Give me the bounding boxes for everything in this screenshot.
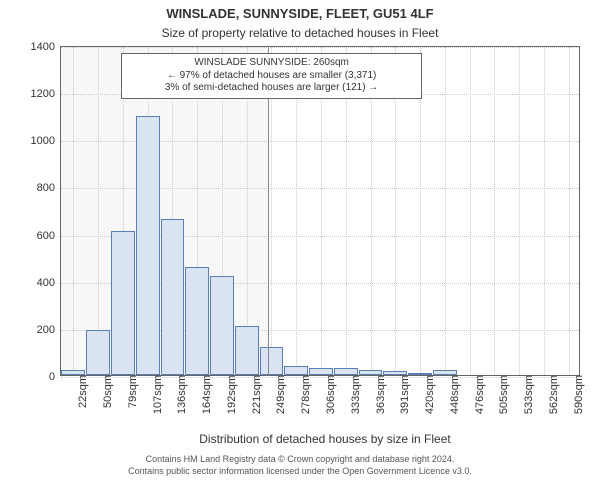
gridline-v: [569, 47, 570, 375]
x-tick-label: 136sqm: [176, 375, 188, 414]
x-tick-label: 50sqm: [102, 375, 114, 408]
x-tick-label: 79sqm: [127, 375, 139, 408]
x-tick-label: 107sqm: [152, 375, 164, 414]
chart-title: WINSLADE, SUNNYSIDE, FLEET, GU51 4LF: [0, 6, 600, 21]
gridline-v: [494, 47, 495, 375]
histogram-bar: [260, 347, 284, 375]
x-tick-label: 476sqm: [474, 375, 486, 414]
footer-line: Contains HM Land Registry data © Crown c…: [10, 454, 590, 466]
histogram-bar: [309, 368, 333, 375]
x-tick-label: 590sqm: [573, 375, 585, 414]
y-tick-label: 200: [37, 324, 61, 336]
x-tick-label: 278sqm: [300, 375, 312, 414]
annotation-box: WINSLADE SUNNYSIDE: 260sqm← 97% of detac…: [121, 53, 423, 99]
x-tick-label: 164sqm: [201, 375, 213, 414]
x-tick-label: 306sqm: [325, 375, 337, 414]
histogram-bar: [111, 231, 135, 375]
histogram-chart: WINSLADE, SUNNYSIDE, FLEET, GU51 4LF Siz…: [0, 0, 600, 500]
gridline-v: [544, 47, 545, 375]
histogram-bar: [210, 276, 234, 375]
y-tick-label: 600: [37, 230, 61, 242]
histogram-bar: [136, 116, 160, 375]
plot-area: 020040060080010001200140022sqm50sqm79sqm…: [60, 46, 580, 376]
x-tick-label: 420sqm: [424, 375, 436, 414]
histogram-bar: [334, 368, 358, 375]
x-tick-label: 533sqm: [523, 375, 535, 414]
gridline-v: [519, 47, 520, 375]
x-tick-label: 333sqm: [350, 375, 362, 414]
footer-line: Contains public sector information licen…: [10, 466, 590, 478]
x-tick-label: 562sqm: [548, 375, 560, 414]
x-tick-label: 192sqm: [226, 375, 238, 414]
x-tick-label: 505sqm: [498, 375, 510, 414]
chart-subtitle: Size of property relative to detached ho…: [0, 26, 600, 40]
annotation-line: 3% of semi-detached houses are larger (1…: [128, 82, 416, 95]
annotation-line: ← 97% of detached houses are smaller (3,…: [128, 70, 416, 83]
x-tick-label: 221sqm: [251, 375, 263, 414]
histogram-bar: [86, 330, 110, 375]
chart-footer: Contains HM Land Registry data © Crown c…: [10, 454, 590, 477]
y-tick-label: 0: [49, 371, 61, 383]
y-tick-label: 800: [37, 182, 61, 194]
x-tick-label: 448sqm: [449, 375, 461, 414]
annotation-line: WINSLADE SUNNYSIDE: 260sqm: [128, 57, 416, 70]
histogram-bar: [185, 267, 209, 375]
x-tick-label: 391sqm: [399, 375, 411, 414]
gridline-v: [470, 47, 471, 375]
histogram-bar: [284, 366, 308, 375]
histogram-bar: [235, 326, 259, 376]
y-tick-label: 1400: [31, 41, 61, 53]
x-axis-label: Distribution of detached houses by size …: [60, 432, 590, 446]
y-tick-label: 400: [37, 277, 61, 289]
histogram-bar: [161, 219, 185, 375]
gridline-v: [445, 47, 446, 375]
y-tick-label: 1200: [31, 88, 61, 100]
y-tick-label: 1000: [31, 135, 61, 147]
x-tick-label: 22sqm: [77, 375, 89, 408]
x-tick-label: 363sqm: [375, 375, 387, 414]
x-tick-label: 249sqm: [275, 375, 287, 414]
